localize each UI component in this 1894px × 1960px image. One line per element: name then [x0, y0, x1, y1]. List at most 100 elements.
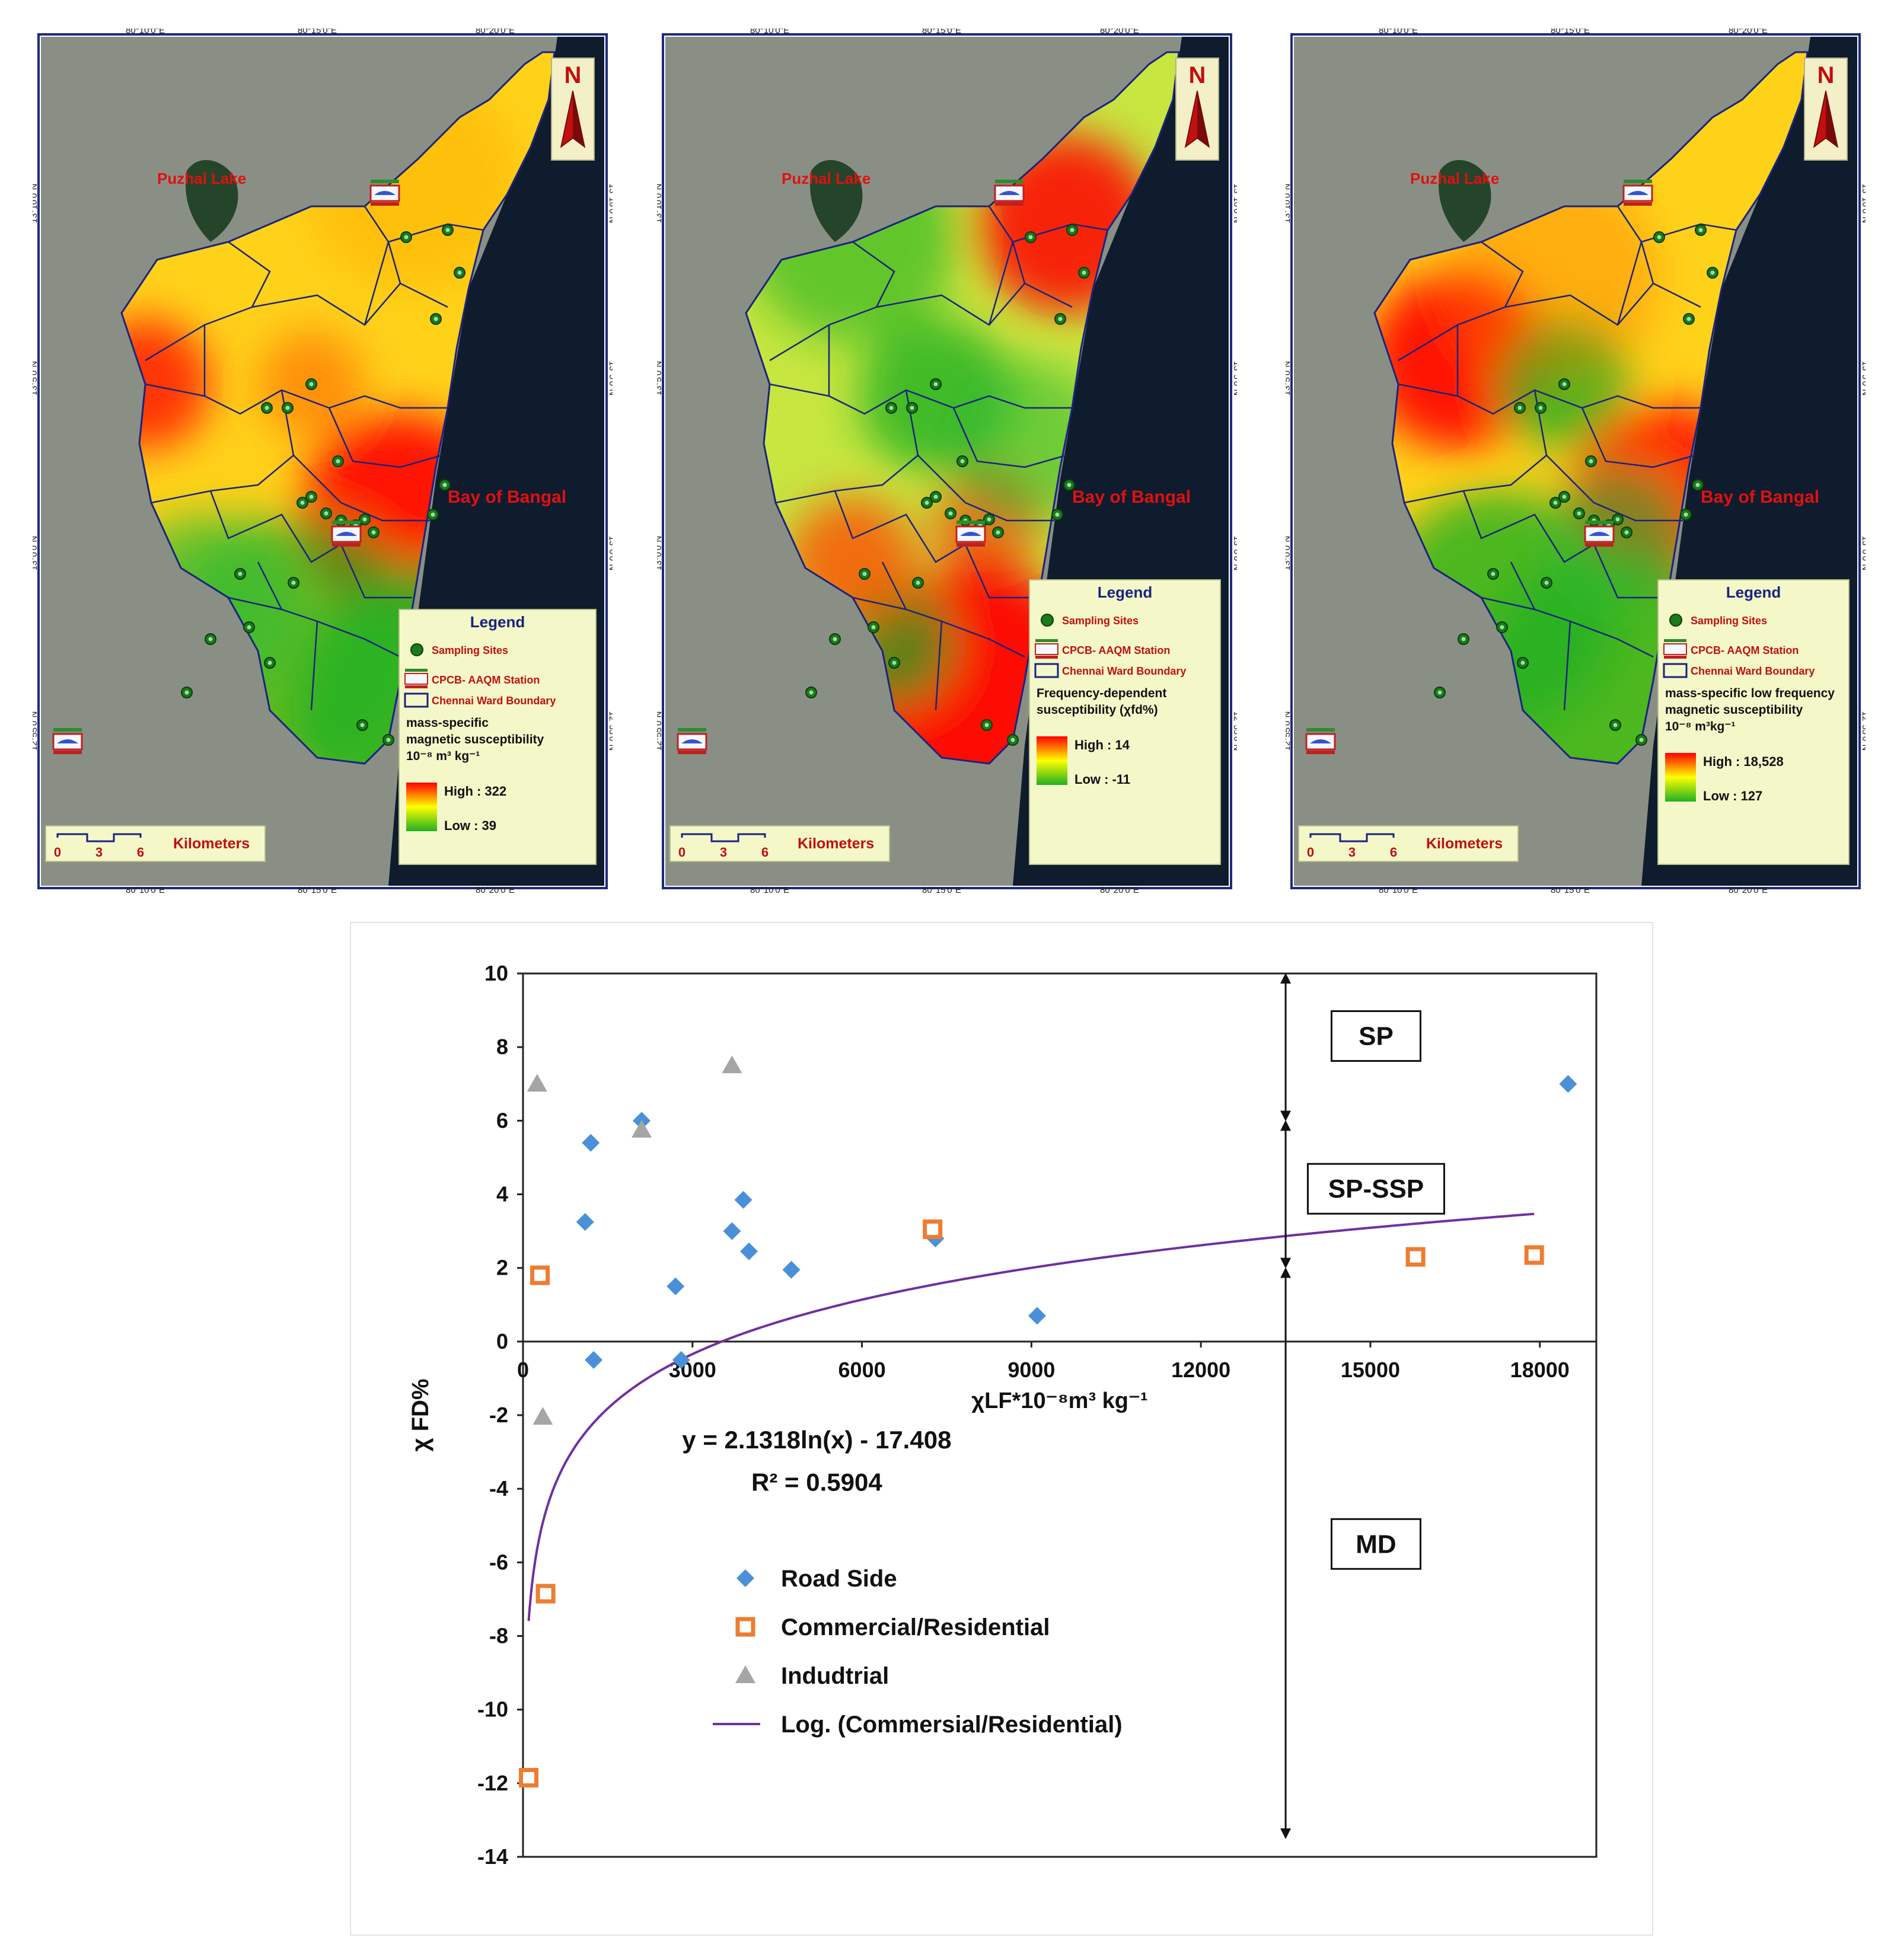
sampling-site-center	[324, 511, 329, 516]
legend-variable-line: magnetic susceptibility	[1665, 703, 1803, 717]
y-tick-label: -10	[477, 1697, 508, 1722]
lat-tick-right: 13°0'0"N	[1860, 536, 1866, 570]
map-svg-2: Puzhal Lake Bay of Bangal N Legend Sampling …	[657, 28, 1237, 894]
legend-variable-line: susceptibility (χfd%)	[1037, 703, 1158, 717]
region-label: SP-SSP	[1328, 1174, 1424, 1204]
sampling-site-center	[1710, 270, 1715, 275]
y-tick-label: -4	[489, 1476, 508, 1501]
ward-boundary	[834, 490, 1037, 599]
legend-variable-line: 10⁻⁸ m³ kg⁻¹	[406, 749, 480, 763]
y-tick-label: 10	[484, 961, 508, 985]
legend-entry-label: Log. (Commersial/Residential)	[781, 1712, 1123, 1738]
legend-sampling-label: Sampling Sites	[432, 644, 508, 656]
point-industrial	[527, 1074, 547, 1092]
sampling-site-center	[433, 317, 438, 321]
legend-variable-line: 10⁻⁸ m³kg⁻¹	[1665, 720, 1735, 733]
sampling-site-center	[1577, 511, 1581, 516]
ward-boundary	[145, 241, 271, 362]
legend-boundary-icon	[404, 692, 429, 708]
lat-tick-left: 13°0'0"N	[657, 536, 664, 570]
ward-boundary	[1462, 490, 1665, 599]
trendline-log	[527, 1212, 1535, 1621]
north-arrow: N	[1175, 58, 1219, 161]
sampling-site-center	[1500, 625, 1504, 630]
sampling-site-center	[1437, 690, 1442, 695]
sampling-site-center	[996, 530, 1000, 535]
lat-tick-left: 13°0'0"N	[1286, 536, 1292, 570]
sampling-site-center	[916, 580, 920, 585]
sampling-site-center	[1553, 500, 1558, 505]
sampling-site-center	[309, 494, 314, 499]
lat-tick-left: 12°55'0"N	[657, 711, 664, 751]
sampling-site-center	[1067, 483, 1072, 487]
point-road-side	[1028, 1307, 1046, 1325]
sampling-site-center	[889, 406, 894, 410]
lat-tick-right: 12°55'0"N	[1860, 711, 1866, 751]
map-panel-1: Puzhal Lake Bay of Bangal N Legend Sampling …	[33, 28, 613, 894]
ward-boundary	[151, 390, 295, 504]
sampling-site-center	[1639, 738, 1644, 742]
station-icon	[331, 521, 362, 547]
lake-shape	[186, 159, 238, 242]
plot-area	[522, 972, 1598, 1858]
lat-tick-left: 13°10'0"N	[33, 184, 39, 224]
lat-tick-left: 13°5'0"N	[1286, 361, 1292, 395]
lat-tick-left: 13°10'0"N	[657, 184, 664, 224]
ward-boundary	[1510, 561, 1536, 610]
scale-label: Kilometers	[798, 835, 874, 852]
point-commercial	[1524, 1245, 1544, 1265]
lake-shape	[810, 159, 863, 242]
lon-tick-bottom: 80°10'0"E	[750, 885, 789, 894]
region-box	[1330, 1010, 1421, 1062]
lake-label: Puzhal Lake	[157, 170, 246, 187]
scale-label: Kilometers	[1426, 835, 1503, 852]
sampling-site-center	[1010, 738, 1015, 742]
scale-bar: 0 3 6 Kilometers	[45, 825, 266, 862]
sampling-site-center	[1491, 572, 1496, 576]
legend-colorramp	[1037, 736, 1067, 785]
sampling-site-center	[892, 660, 897, 665]
lake-shape	[1439, 159, 1491, 242]
sampling-site-center	[948, 511, 953, 516]
sampling-site-center	[862, 572, 867, 576]
lat-tick-right: 12°55'0"N	[1232, 711, 1237, 751]
sampling-site-center	[431, 512, 435, 517]
sampling-site-center	[362, 517, 367, 522]
legend-boundary-icon	[1663, 663, 1688, 678]
legend-marker-commercial	[735, 1617, 755, 1637]
sampling-site-center	[1082, 270, 1086, 275]
station-icon	[1622, 180, 1653, 206]
ward-boundary	[209, 490, 412, 599]
ward-boundary	[881, 561, 907, 610]
legend-low-label: Low : 127	[1703, 789, 1762, 803]
legend-sampling-label: Sampling Sites	[1062, 615, 1139, 627]
ward-boundary	[328, 407, 442, 468]
sampling-site-center	[1562, 494, 1567, 499]
legend-station-label: CPCB- AAQM Station	[432, 674, 540, 686]
trend-r2: R² = 0.5904	[751, 1468, 882, 1496]
station-icon	[677, 728, 707, 754]
lat-tick-right: 12°55'0"N	[607, 711, 613, 751]
y-tick-label: -6	[489, 1550, 508, 1574]
sampling-site-center	[1657, 235, 1662, 240]
lat-tick-left: 12°55'0"N	[1286, 711, 1292, 751]
legend-entry-label: Commercial/Residential	[781, 1614, 1050, 1640]
legend-title: Legend	[470, 613, 525, 631]
legend-marker-road-side	[736, 1569, 754, 1587]
point-road-side	[585, 1351, 603, 1369]
lon-tick-top: 80°10'0"E	[1379, 28, 1418, 36]
legend: Legend Sampling Sites CPCB- AAQM Station Ch…	[1657, 579, 1850, 865]
sea-label: Bay of Bangal	[1072, 487, 1191, 507]
sampling-site-center	[933, 382, 938, 387]
lon-tick-top: 80°20'0"E	[1729, 28, 1768, 36]
lon-tick-top: 80°20'0"E	[1100, 28, 1139, 36]
north-arrow: N	[551, 58, 595, 161]
point-commercial	[923, 1219, 943, 1239]
point-commercial	[535, 1584, 556, 1604]
lon-tick-top: 80°20'0"E	[476, 28, 515, 36]
ward-boundary	[1404, 390, 1548, 504]
legend-low-label: Low : 39	[444, 818, 496, 833]
point-commercial	[530, 1265, 550, 1285]
point-road-side	[734, 1190, 753, 1209]
point-road-side	[723, 1222, 741, 1240]
